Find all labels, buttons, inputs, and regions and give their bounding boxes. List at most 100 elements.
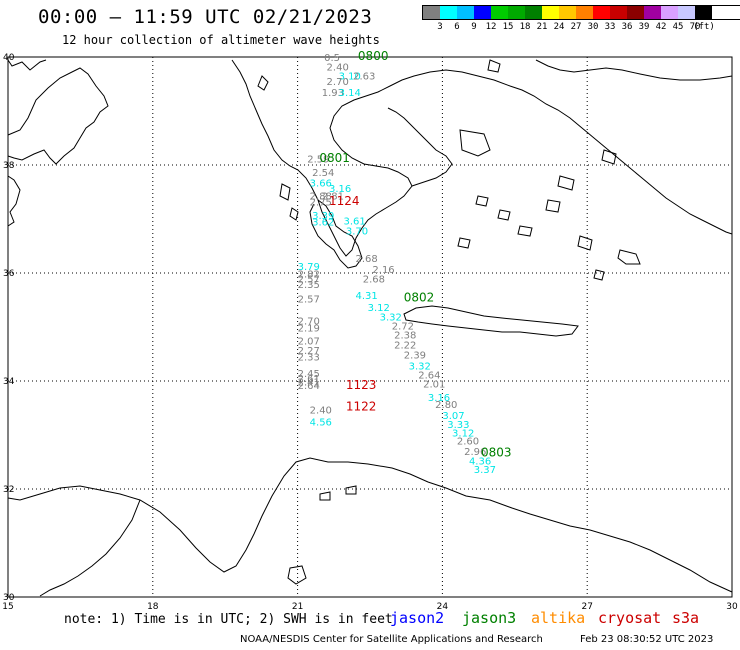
map-frame — [7, 56, 733, 598]
swh-value: 2.57 — [298, 295, 320, 306]
cyclades-island-1 — [475, 195, 489, 207]
cyclades-island-4 — [545, 199, 561, 213]
legend-swatch — [559, 6, 576, 19]
swh-value: 2.63 — [353, 72, 375, 83]
legend-swatch — [661, 6, 678, 19]
map-subtitle: 12 hour collection of altimeter wave hei… — [62, 33, 380, 47]
small-island-south — [287, 565, 307, 585]
cyclades-island-3 — [517, 225, 533, 237]
pass-time-labels: 0800 0801 0802 0803 1124 1123 1122 — [319, 49, 511, 459]
swh-value: 3.16 — [329, 184, 351, 195]
swh-value: 3.66 — [310, 179, 332, 190]
corfu-island — [257, 75, 269, 91]
swh-value: 2.81 — [322, 192, 344, 203]
swh-value: 2.01 — [423, 379, 445, 390]
legend-label: 39 — [638, 22, 650, 32]
latitude-label: 38 — [3, 161, 15, 171]
libya-coast — [7, 457, 733, 593]
swh-value: 2.61 — [298, 374, 320, 385]
legend-swatch — [576, 6, 593, 19]
turkey-coast — [509, 85, 733, 235]
satellite-altika: altika — [531, 609, 586, 627]
swh-value: 3.07 — [442, 411, 464, 422]
swh-value: 3.33 — [447, 420, 469, 431]
swh-value: 2.41 — [298, 377, 320, 388]
swh-value: 3.12 — [452, 429, 474, 440]
pass-time-label: 0801 — [319, 151, 350, 165]
italy-calabria-coast — [7, 175, 21, 227]
swh-value: 2.68 — [356, 254, 378, 265]
legend-swatch — [542, 6, 559, 19]
pass-time-label: 1122 — [346, 400, 377, 414]
legend-label: 6 — [454, 22, 460, 32]
swh-value: 3.10 — [339, 72, 361, 83]
swh-value: 3.39 — [312, 211, 334, 222]
swh-value: 3.12 — [368, 303, 390, 314]
crete-coast — [403, 305, 579, 337]
satellite-jason2: jason2 — [390, 609, 445, 627]
swh-value: 3.32 — [380, 313, 402, 324]
lesvos-island — [601, 149, 617, 165]
legend-swatch — [508, 6, 525, 19]
attica-coast — [387, 107, 453, 187]
pass-time-label: 0803 — [481, 446, 512, 460]
italy-coast — [7, 67, 109, 165]
swh-value: 2.22 — [394, 341, 416, 352]
legend-swatch — [474, 6, 491, 19]
longitude-label: 24 — [437, 602, 449, 612]
legend-labels: 3 6 9 12 15 18 21 24 27 30 33 36 39 42 45 70 (ft) — [422, 20, 740, 34]
swh-value: 2.68 — [363, 275, 385, 286]
swh-value: 2.27 — [298, 346, 320, 357]
tunisia-coast — [39, 499, 141, 597]
pass-time-label: 1123 — [346, 378, 377, 392]
swh-value: 2.35 — [298, 280, 320, 291]
legend-label: 21 — [536, 22, 548, 32]
latitude-label: 32 — [3, 485, 14, 495]
swh-value: 2.33 — [298, 352, 320, 363]
longitude-label: 15 — [2, 602, 13, 612]
swh-value: 2.70 — [298, 316, 320, 327]
legend-label: 30 — [587, 22, 599, 32]
swh-value: 2.80 — [435, 400, 457, 411]
rhodes-island — [617, 249, 641, 265]
swh-value: 3.37 — [474, 465, 496, 476]
swh-value: 0.5 — [324, 53, 340, 64]
swh-value: 4.56 — [310, 417, 332, 428]
swh-value: 2.96 — [464, 447, 486, 458]
longitude-label: 27 — [581, 602, 592, 612]
swh-value: 2.72 — [392, 322, 414, 333]
legend-label: 42 — [655, 22, 667, 32]
legend-label: 9 — [471, 22, 477, 32]
swh-value: 2.64 — [298, 381, 320, 392]
legend-label: 3 — [437, 22, 443, 32]
swh-value: 3.62 — [312, 217, 334, 228]
legend-swatch — [678, 6, 695, 19]
color-legend: 3 6 9 12 15 18 21 24 27 30 33 36 39 42 45 70 (ft) — [422, 5, 740, 34]
swh-value: 2.59 — [307, 154, 329, 165]
legend-label: 33 — [604, 22, 616, 32]
legend-label: 15 — [502, 22, 514, 32]
legend-label: 70 — [689, 22, 701, 32]
swh-value: 2.88 — [310, 192, 332, 203]
swh-value: 3.61 — [343, 216, 365, 227]
altimeter-tracks: 0.52.403.102.632.701.933.142.592.543.663… — [298, 53, 496, 476]
swh-value: 3.70 — [346, 227, 368, 238]
map-title: 00:00 – 11:59 UTC 02/21/2023 — [38, 6, 373, 28]
legend-label: 45 — [672, 22, 684, 32]
legend-label: 36 — [621, 22, 633, 32]
swh-value: 2.07 — [298, 336, 320, 347]
cyclades-island-5 — [457, 237, 471, 249]
legend-swatch — [440, 6, 457, 19]
swh-value: 2.57 — [298, 275, 320, 286]
swh-value: 3.16 — [428, 393, 450, 404]
swh-value: 2.70 — [327, 77, 349, 88]
swh-value: 2.39 — [404, 350, 426, 361]
legend-swatch — [491, 6, 508, 19]
latitude-label: 36 — [3, 269, 15, 279]
pass-time-label: 1124 — [329, 194, 360, 208]
swh-value: 2.19 — [298, 323, 320, 334]
swh-value: 2.45 — [298, 369, 320, 380]
legend-label: (ft) — [693, 22, 715, 32]
